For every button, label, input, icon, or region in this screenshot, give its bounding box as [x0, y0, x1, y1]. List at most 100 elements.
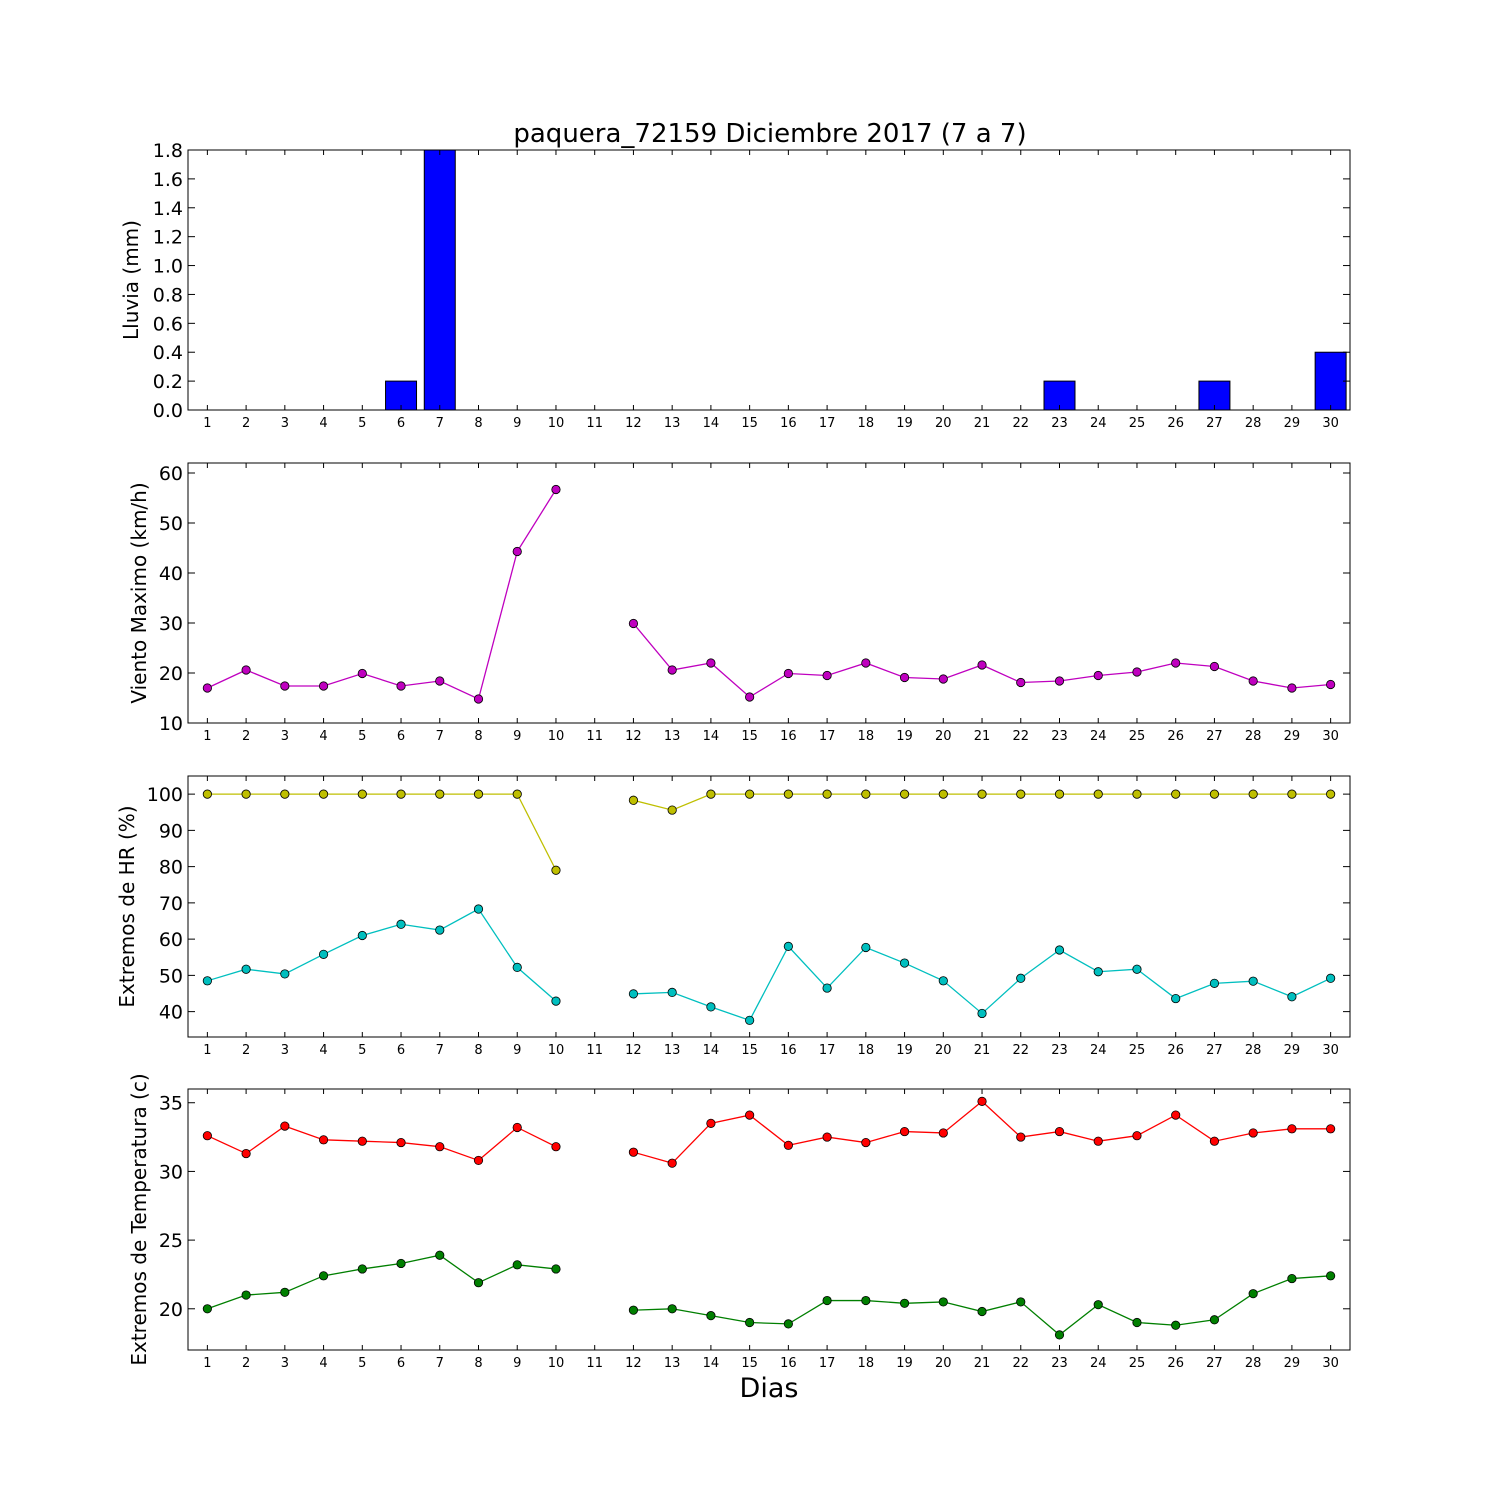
x-tick-label: 1 [203, 416, 211, 431]
series-2-point-day-8 [473, 1278, 484, 1288]
x-tick-label: 21 [974, 1043, 991, 1058]
x-tick-label: 24 [1090, 1356, 1107, 1371]
series-1-line-segment-2 [633, 1100, 1331, 1164]
series-2-point-day-29 [1287, 992, 1297, 1002]
x-tick-label: 28 [1245, 1043, 1262, 1058]
x-tick-label: 23 [1051, 1043, 1068, 1058]
x-tick-label: 2 [242, 1043, 250, 1058]
y-tick-label: 0.4 [153, 342, 183, 364]
x-tick-label: 26 [1167, 1043, 1184, 1058]
plot-frame [187, 462, 1351, 724]
x-tick-label: 15 [741, 1356, 758, 1371]
y-tick-label: 20 [159, 1299, 183, 1321]
x-tick-label: 21 [974, 1356, 991, 1371]
x-tick-label: 15 [741, 1043, 758, 1058]
x-tick-label: 11 [586, 729, 603, 744]
x-tick-label: 21 [974, 416, 991, 431]
series-2-line-segment-2 [633, 1275, 1331, 1336]
x-tick-label: 22 [1012, 1356, 1029, 1371]
x-tick-label: 26 [1167, 1356, 1184, 1371]
series-1-point-day-7 [435, 1142, 445, 1152]
series-2-point-day-27 [1209, 978, 1220, 988]
series-2-point-day-2 [241, 964, 251, 974]
series-1-point-day-2 [241, 1148, 251, 1159]
x-tick-label: 16 [780, 1043, 797, 1058]
series-1-point-day-21 [977, 660, 987, 670]
x-tick-label: 10 [548, 416, 565, 431]
x-tick-label: 25 [1129, 416, 1146, 431]
series-2-point-day-30 [1326, 973, 1336, 983]
x-tick-label: 5 [358, 416, 366, 431]
x-tick-label: 20 [935, 1356, 952, 1371]
series-2-point-day-18 [861, 1295, 871, 1306]
series-1-point-day-17 [822, 1132, 832, 1142]
series-1-point-day-19 [899, 789, 910, 799]
series-2-point-day-15 [745, 1317, 755, 1328]
series-2-point-day-17 [822, 983, 832, 993]
series-1-point-day-14 [706, 789, 716, 799]
y-tick-label: 10 [159, 713, 183, 735]
x-tick-label: 10 [548, 729, 565, 744]
x-tick-label: 28 [1245, 416, 1262, 431]
x-tick-label: 3 [281, 729, 289, 744]
x-tick-label: 8 [474, 1043, 482, 1058]
x-tick-label: 7 [436, 416, 444, 431]
y-tick-label: 90 [159, 820, 183, 842]
series-1-point-day-17 [822, 670, 832, 681]
plot-frame [187, 775, 1351, 1038]
x-tick-label: 13 [664, 416, 681, 431]
series-1-point-day-26 [1171, 658, 1181, 668]
series-2-point-day-22 [1016, 1297, 1026, 1307]
series-1-point-day-1 [202, 683, 212, 693]
y-tick-label: 40 [159, 563, 183, 585]
series-1-point-day-20 [938, 1128, 948, 1138]
x-tick-label: 1 [203, 729, 211, 744]
y-tick-label: 50 [159, 965, 183, 987]
series-2-point-day-18 [861, 942, 871, 953]
series-1-point-day-28 [1248, 789, 1258, 799]
x-tick-label: 9 [513, 416, 521, 431]
series-1-point-day-4 [318, 789, 329, 799]
series-1-point-day-5 [357, 789, 367, 799]
series-1-point-day-1 [202, 789, 212, 799]
series-2-point-day-13 [667, 1304, 677, 1314]
x-tick-label: 27 [1206, 1356, 1223, 1371]
y-axis-label: Lluvia (mm) [119, 220, 143, 340]
series-1-point-day-3 [280, 681, 290, 691]
series-1-point-day-30 [1326, 1124, 1336, 1134]
series-1-point-day-22 [1016, 789, 1026, 799]
y-tick-label: 0.0 [153, 400, 183, 422]
series-1-point-day-13 [667, 665, 677, 675]
y-tick-label: 1.8 [153, 140, 183, 162]
series-1-point-day-30 [1326, 679, 1336, 690]
series-1-point-day-12 [628, 618, 639, 629]
series-1-point-day-13 [667, 1158, 677, 1168]
series-2-point-day-1 [202, 976, 212, 986]
x-tick-label: 5 [358, 729, 366, 744]
series-2-point-day-20 [938, 976, 948, 986]
x-tick-label: 7 [436, 1043, 444, 1058]
x-tick-label: 30 [1322, 1043, 1339, 1058]
series-1-point-day-15 [745, 692, 755, 702]
series-1-point-day-20 [938, 674, 948, 684]
x-tick-label: 29 [1284, 1356, 1301, 1371]
series-2-point-day-19 [899, 958, 910, 968]
series-2-point-day-23 [1054, 945, 1065, 955]
series-1-point-day-24 [1093, 1136, 1103, 1146]
series-1-point-day-15 [745, 789, 755, 799]
x-tick-label: 19 [896, 729, 913, 744]
y-tick-label: 35 [159, 1093, 183, 1115]
x-tick-label: 23 [1051, 416, 1068, 431]
series-2-point-day-25 [1132, 1317, 1142, 1328]
series-1-point-day-12 [628, 795, 639, 805]
series-2-point-day-15 [745, 1015, 755, 1025]
series-1-point-day-18 [861, 789, 871, 799]
series-2-point-day-10 [551, 996, 561, 1006]
x-tick-label: 28 [1245, 729, 1262, 744]
series-1-point-day-29 [1287, 1124, 1297, 1134]
series-1-point-day-30 [1326, 789, 1336, 799]
series-2-point-day-24 [1093, 1300, 1103, 1310]
series-2-point-day-7 [435, 925, 445, 935]
series-1-point-day-28 [1248, 1128, 1258, 1138]
